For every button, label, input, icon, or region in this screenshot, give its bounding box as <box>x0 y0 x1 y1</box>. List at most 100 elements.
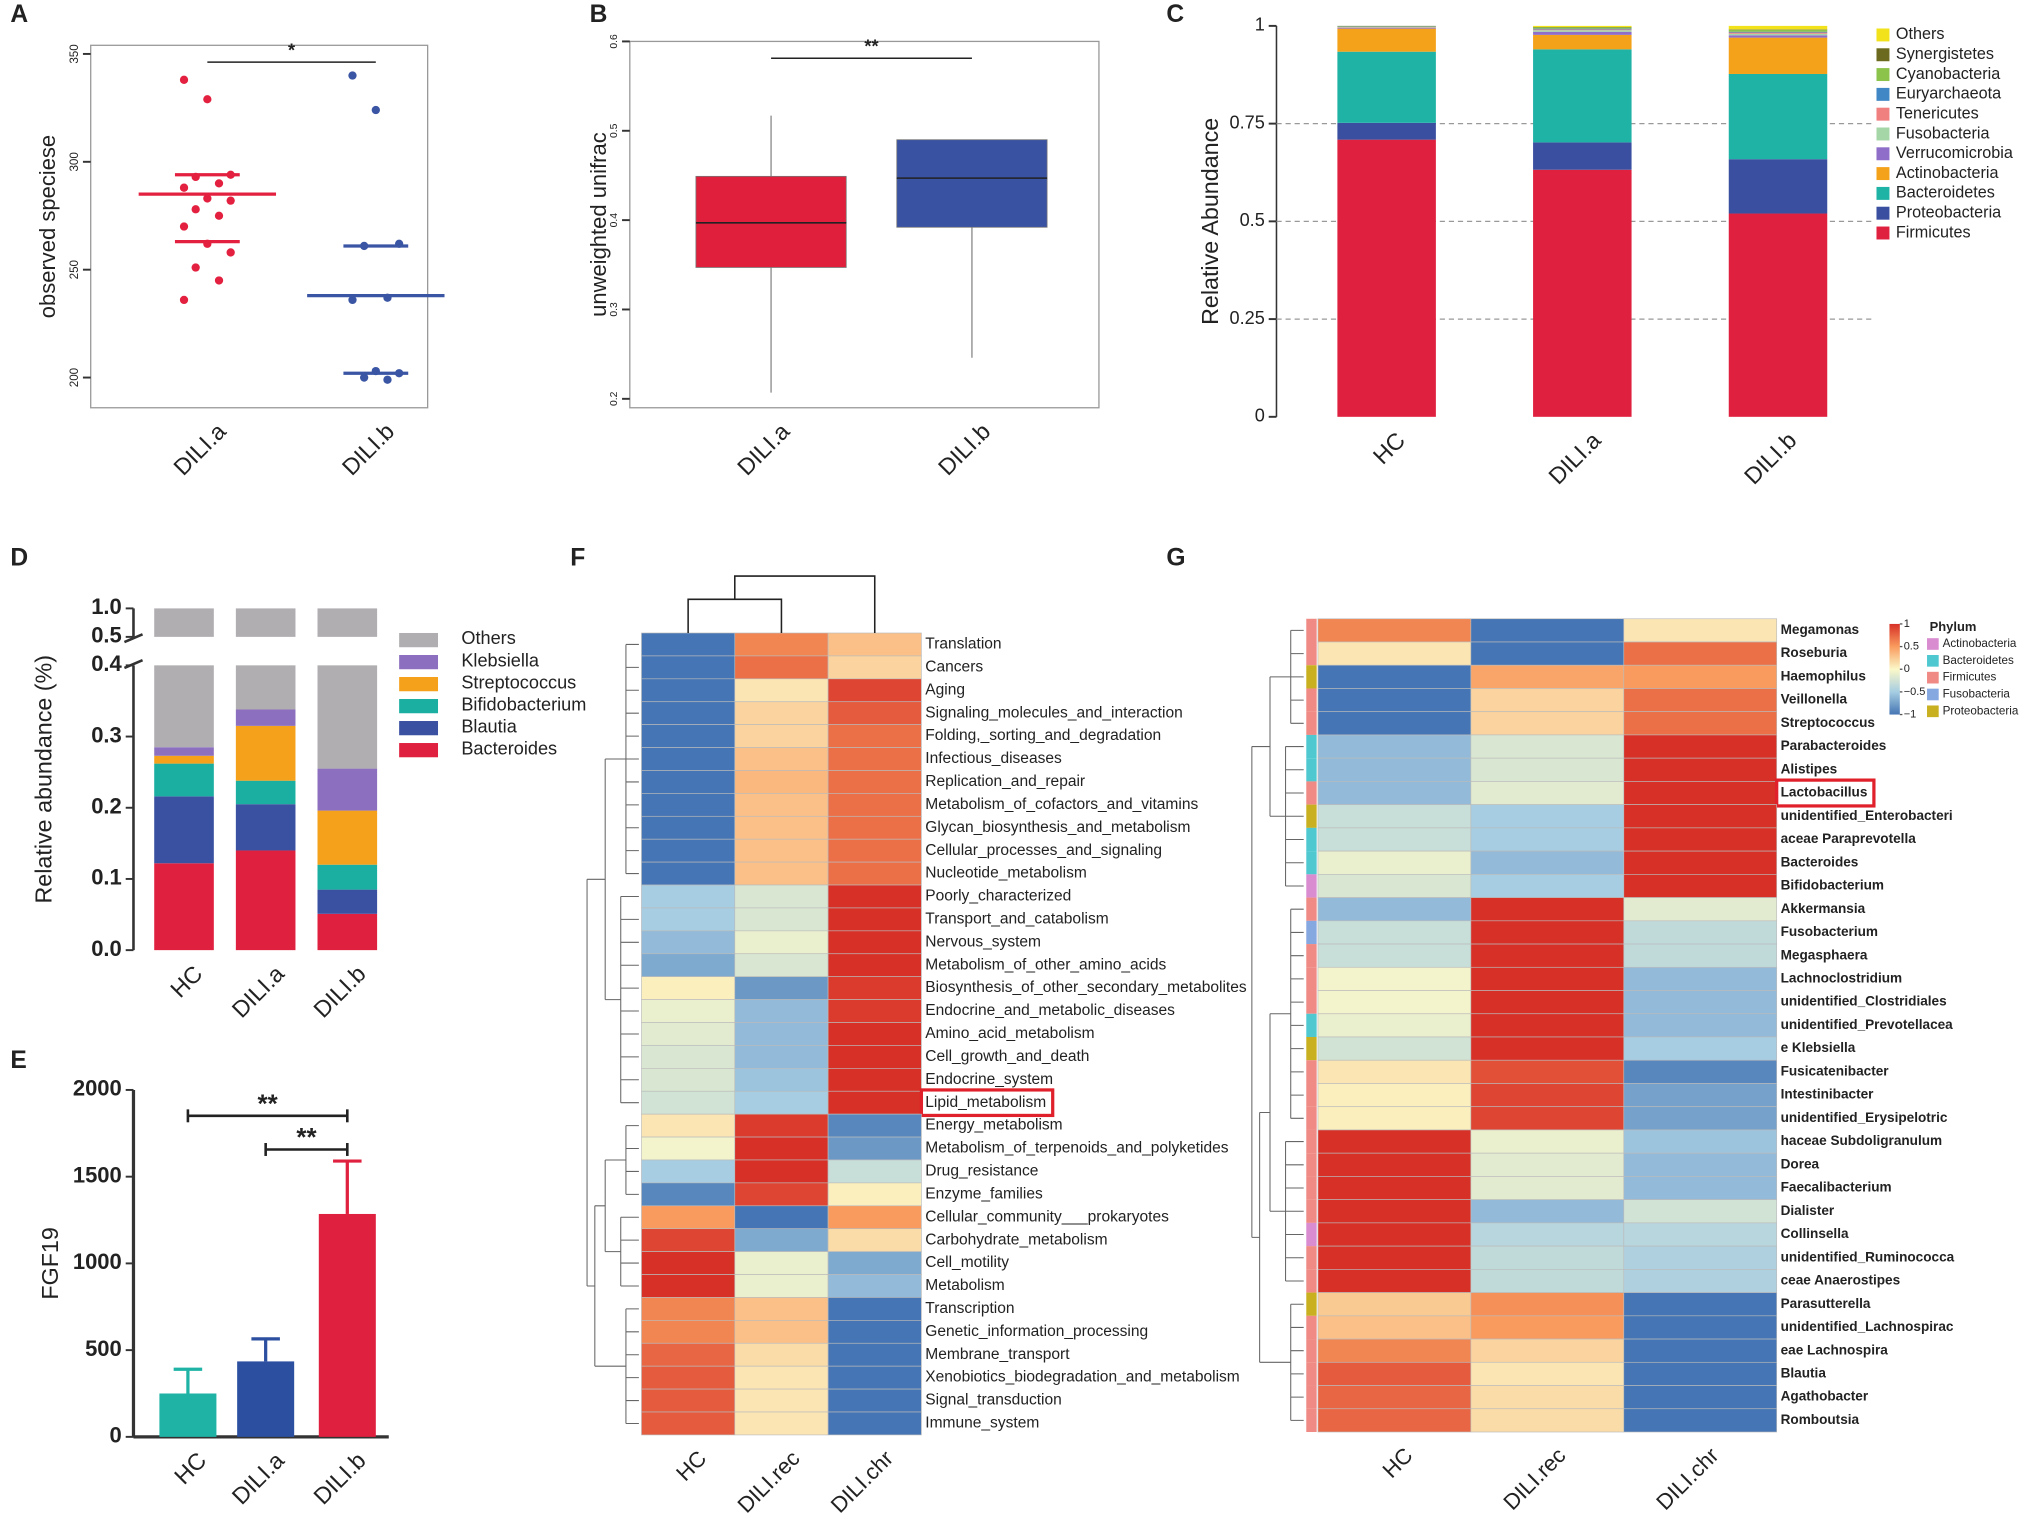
heatmap-cell <box>734 793 829 817</box>
heatmap-cell <box>641 1159 736 1184</box>
row-label: Dialister <box>1781 1203 1835 1218</box>
y-tick-label: 0.3 <box>609 302 620 317</box>
heatmap-cell <box>827 976 922 1000</box>
heatmap-cell <box>641 1090 736 1115</box>
heatmap-cell <box>641 1251 736 1275</box>
data-point <box>226 248 235 257</box>
heatmap-cell <box>1623 757 1778 782</box>
heatmap-cell <box>1623 990 1778 1015</box>
column-label: DILI.chr <box>1651 1443 1723 1515</box>
heatmap-cell <box>827 1411 922 1436</box>
heatmap-cell <box>1317 874 1472 898</box>
heatmap-cell <box>1470 1385 1625 1410</box>
heatmap-cell <box>641 1228 736 1252</box>
panel-label: G <box>1166 545 1185 572</box>
heatmap-cell <box>827 793 922 817</box>
row-label: Haemophilus <box>1781 668 1866 683</box>
panel-label: B <box>590 1 608 28</box>
heatmap-cell <box>1317 1129 1472 1154</box>
heatmap-cell <box>1623 1408 1778 1433</box>
group-strip <box>1306 758 1317 782</box>
heatmap-cell <box>827 632 922 657</box>
data-point <box>203 194 212 203</box>
heatmap-cell <box>1470 1152 1625 1177</box>
bar-segment <box>317 889 378 914</box>
group-strip <box>1306 1362 1317 1386</box>
heatmap-cell <box>734 815 829 840</box>
heatmap-cell <box>827 953 922 977</box>
heatmap-cell <box>1623 1315 1778 1340</box>
row-label: aceae Paraprevotella <box>1781 831 1917 846</box>
row-label: Membrane_transport <box>925 1346 1070 1363</box>
bar-segment <box>154 665 214 748</box>
heatmap-cell <box>1470 664 1625 689</box>
heatmap-cell <box>641 632 736 657</box>
heatmap-cell <box>734 930 829 955</box>
row-label: Glycan_biosynthesis_and_metabolism <box>925 819 1190 836</box>
heatmap-cell <box>1470 641 1625 666</box>
row-label: Drug_resistance <box>925 1163 1038 1180</box>
significance-label: * <box>288 41 296 61</box>
panel-label: D <box>10 545 28 572</box>
row-label: Bacteroides <box>1781 854 1859 869</box>
legend-swatch <box>399 655 439 670</box>
legend-label: Klebsiella <box>461 650 540 670</box>
heatmap-cell <box>1317 1059 1472 1084</box>
group-strip <box>1306 641 1317 666</box>
heatmap-cell <box>1317 920 1472 945</box>
heatmap-cell <box>827 1182 922 1207</box>
heatmap-cell <box>734 999 829 1023</box>
legend-swatch <box>399 743 439 758</box>
heatmap-cell <box>641 1182 736 1207</box>
group-strip <box>1306 1269 1317 1293</box>
bar-segment <box>235 665 296 710</box>
x-tick-label: HC <box>169 1447 211 1489</box>
row-label: Parabacteroides <box>1781 738 1887 753</box>
heatmap-cell <box>1317 1361 1472 1386</box>
row-label: Energy_metabolism <box>925 1117 1062 1134</box>
bar-segment <box>235 780 296 805</box>
row-label: Lachnoclostridium <box>1781 971 1903 986</box>
heatmap-cell <box>1317 1245 1472 1270</box>
heatmap-cell <box>827 678 922 703</box>
y-tick-label: 0.0 <box>91 936 122 961</box>
bar-segment <box>1728 32 1828 34</box>
heatmap-cell <box>1623 1292 1778 1317</box>
heatmap-cell <box>1623 874 1778 898</box>
y-tick-label: 0 <box>110 1423 122 1448</box>
x-tick-label: DILI.b <box>308 1447 370 1509</box>
heatmap-cell <box>1317 1338 1472 1363</box>
heatmap-cell <box>1317 1222 1472 1247</box>
heatmap-cell <box>827 907 922 932</box>
box <box>695 175 847 268</box>
heatmap-cell <box>1317 990 1472 1015</box>
legend-label: Euryarchaeota <box>1896 85 2001 103</box>
heatmap-cell <box>827 1365 922 1390</box>
group-strip <box>1306 1083 1317 1107</box>
y-axis-title: FGF19 <box>37 1227 63 1299</box>
heatmap-cell <box>827 930 922 955</box>
legend-swatch <box>399 721 439 736</box>
row-label: Replication_and_repair <box>925 773 1085 790</box>
heatmap-cell <box>1623 1361 1778 1386</box>
heatmap-cell <box>1470 1176 1625 1200</box>
group-strip <box>1306 1013 1317 1037</box>
row-label: Genetic_information_processing <box>925 1323 1148 1340</box>
heatmap-cell <box>1470 1269 1625 1293</box>
bar-segment <box>1337 51 1436 123</box>
row-label: Endocrine_system <box>925 1071 1053 1088</box>
group-legend-label: Proteobacteria <box>1943 704 2019 717</box>
legend-swatch <box>1876 87 1890 101</box>
heatmap-cell <box>641 1342 736 1367</box>
plot-frame <box>90 44 429 409</box>
heatmap-cell <box>1623 1245 1778 1270</box>
bar-segment <box>317 864 378 890</box>
heatmap-cell <box>734 1159 829 1184</box>
row-label: Collinsella <box>1781 1226 1849 1241</box>
bar-segment <box>1533 29 1632 31</box>
group-legend-label: Fusobacteria <box>1943 688 2011 701</box>
row-label: Translation <box>925 636 1001 653</box>
bar-segment <box>1533 27 1632 29</box>
y-tick-label: 0.4 <box>609 213 620 228</box>
heatmap-cell <box>734 1022 829 1046</box>
